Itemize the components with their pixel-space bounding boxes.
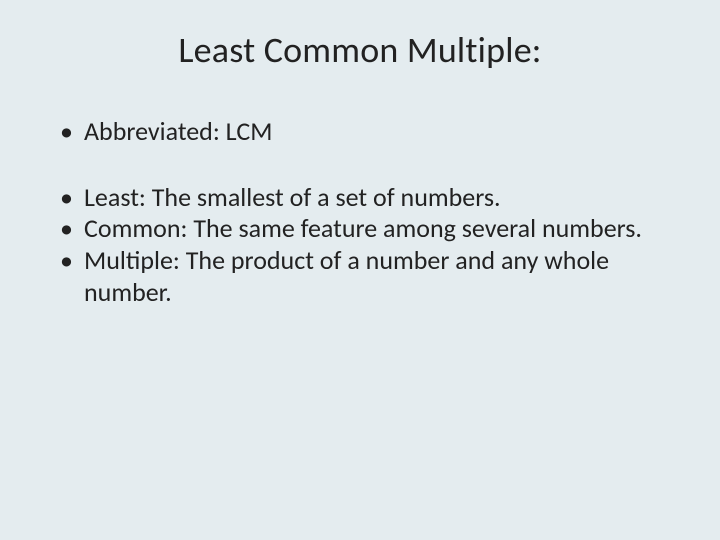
- slide: Least Common Multiple: Abbreviated: LCM …: [0, 0, 720, 540]
- list-item: Common: The same feature among several n…: [56, 213, 672, 245]
- list-item: Abbreviated: LCM: [56, 116, 672, 148]
- list-item: Multiple: The product of a number and an…: [56, 245, 672, 308]
- list-item: Least: The smallest of a set of numbers.: [56, 182, 672, 214]
- list-gap: [56, 148, 672, 182]
- bullet-list: Abbreviated: LCM Least: The smallest of …: [48, 116, 672, 309]
- slide-title: Least Common Multiple:: [48, 28, 672, 72]
